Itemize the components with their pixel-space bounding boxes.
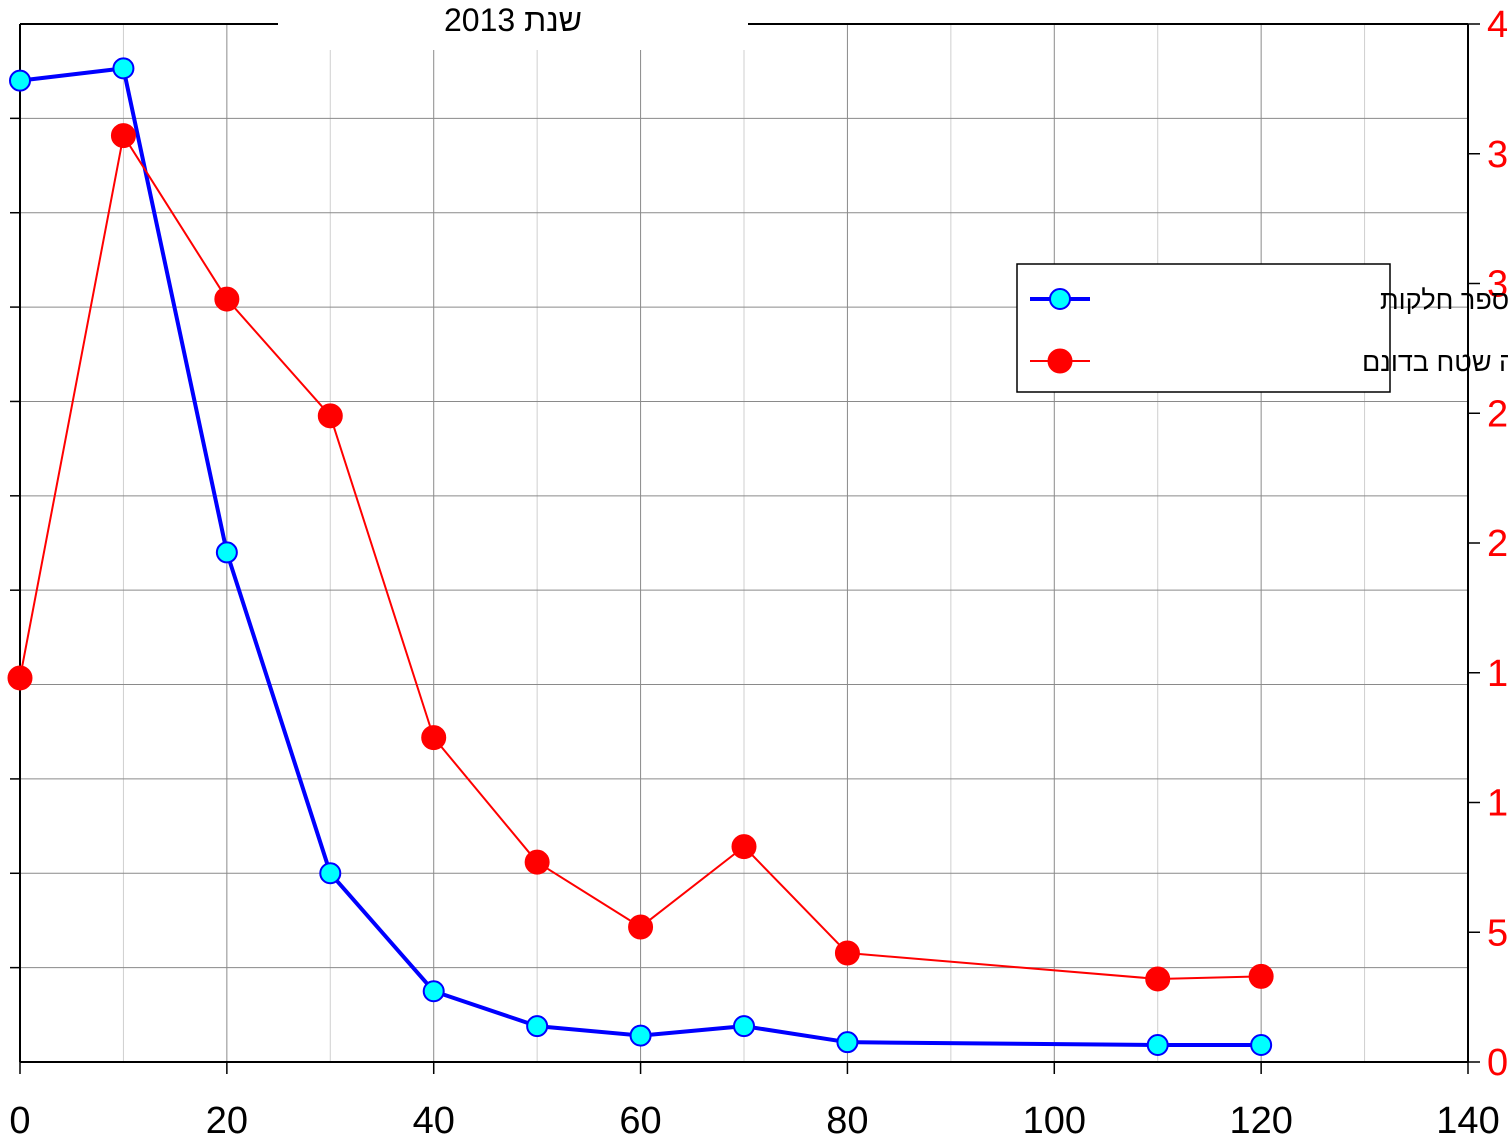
series-1-point — [112, 57, 135, 80]
series-2-point — [214, 286, 240, 312]
x-tick-label: 0 — [9, 1100, 30, 1142]
series-1-point — [629, 1024, 652, 1047]
y-right-tick-label: 15 — [1487, 653, 1508, 695]
series-1-point — [9, 69, 31, 92]
series-2-point — [628, 914, 654, 940]
series-2-point — [317, 403, 343, 429]
chart-title: שנת 2013 — [444, 2, 582, 38]
series-1-point — [422, 980, 445, 1003]
y-right-tick-label: 20 — [1487, 523, 1508, 565]
y-right-tick-label: 0 — [1487, 1042, 1508, 1084]
x-tick-label: 40 — [413, 1100, 455, 1142]
title-box: שנת 2013 — [278, 0, 748, 50]
y-right-tick-label: 35 — [1487, 134, 1508, 176]
y-right-tick-label: 5 — [1487, 912, 1508, 954]
series-2-point — [421, 725, 447, 751]
series-2-point — [834, 940, 860, 966]
series-1-point — [733, 1015, 755, 1038]
x-tick-label: 60 — [619, 1100, 661, 1142]
series-2-point — [524, 849, 550, 875]
series-2-point — [1145, 966, 1171, 992]
title-background — [278, 0, 748, 50]
x-tick-label: 100 — [1023, 1100, 1086, 1142]
x-tick-label: 140 — [1436, 1100, 1499, 1142]
series-2-point — [7, 665, 33, 691]
series-1-point — [526, 1015, 549, 1038]
series-1-point — [319, 862, 342, 885]
legend-label-series-1: אחוז ממספר חלקות — [1380, 285, 1508, 315]
legend-box — [1016, 263, 1391, 393]
series-1-point — [1146, 1034, 1169, 1057]
grid — [20, 24, 1468, 1062]
x-tick-label: 20 — [206, 1100, 248, 1142]
series-1-point — [836, 1031, 859, 1054]
legend-marker-series-1 — [1049, 288, 1071, 310]
y-right-tick-label: 30 — [1487, 264, 1508, 306]
legend-marker-series-2 — [1047, 348, 1073, 374]
ticks: 0 20 40 60 80 100 120 140 0 5 10 15 20 25 30 35 40 — [9, 4, 1508, 1142]
x-tick-label: 80 — [826, 1100, 868, 1142]
legend-label-series-2: ס"ה שטח בדונם — [1362, 347, 1508, 377]
y-right-tick-label: 10 — [1487, 783, 1508, 825]
series-2-point — [731, 834, 757, 860]
x-tick-label: 120 — [1229, 1100, 1292, 1142]
y-right-tick-label: 25 — [1487, 393, 1508, 435]
y-right-tick-label: 40 — [1487, 4, 1508, 46]
series-2-point — [1248, 963, 1274, 989]
series — [7, 57, 1274, 1057]
series-1-point — [1250, 1034, 1273, 1057]
legend: אחוז ממספר חלקות ס"ה שטח בדונם — [1016, 263, 1508, 393]
series-2-point — [110, 123, 136, 149]
series-1-point — [215, 541, 238, 564]
